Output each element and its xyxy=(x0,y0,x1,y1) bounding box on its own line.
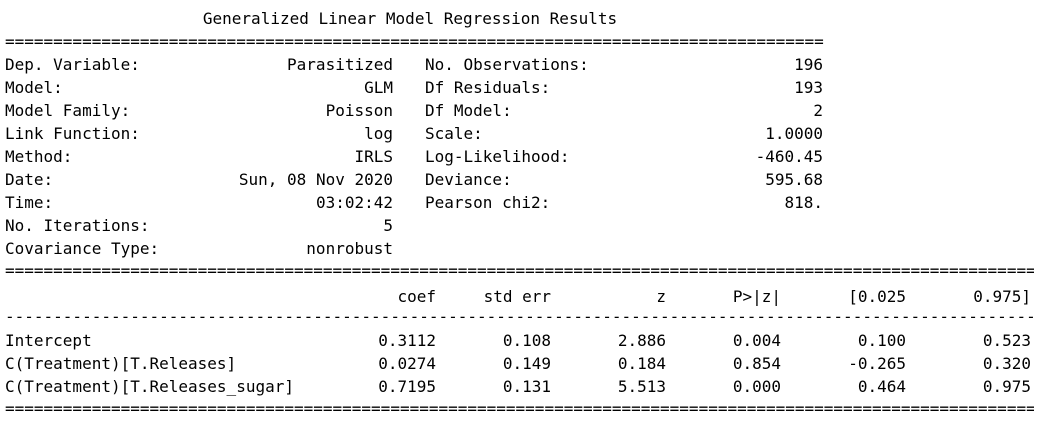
single-rule: ----------------------------------------… xyxy=(5,310,1034,324)
info-label-time: Time: xyxy=(5,193,54,212)
info-label-deviance: Deviance: xyxy=(425,170,512,189)
cell-z: 2.886 xyxy=(617,331,666,350)
cell-ci-upper: 0.975 xyxy=(982,377,1031,396)
cell-p-value: 0.854 xyxy=(732,354,781,373)
info-value-dep-variable: Parasitized xyxy=(287,55,393,74)
info-value-scale: 1.0000 xyxy=(765,124,823,143)
cell-z: 5.513 xyxy=(617,377,666,396)
info-value-log-likelihood: -460.45 xyxy=(755,147,823,166)
info-value-date: Sun, 08 Nov 2020 xyxy=(238,170,393,189)
info-label-covariance-type: Covariance Type: xyxy=(5,239,160,258)
header-coef: coef xyxy=(397,287,436,306)
info-value-observations: 196 xyxy=(794,55,823,74)
cell-ci-lower: 0.464 xyxy=(857,377,906,396)
info-label-model-family: Model Family: xyxy=(5,101,131,120)
double-rule-top: ========================================… xyxy=(5,35,824,49)
info-value-model-family: Poisson xyxy=(325,101,393,120)
row-name-releases-sugar: C(Treatment)[T.Releases_sugar] xyxy=(5,377,294,396)
cell-coef: 0.3112 xyxy=(378,331,436,350)
summary-title: Generalized Linear Model Regression Resu… xyxy=(202,9,618,28)
cell-std-err: 0.108 xyxy=(502,331,551,350)
cell-p-value: 0.004 xyxy=(732,331,781,350)
info-label-dep-variable: Dep. Variable: xyxy=(5,55,140,74)
info-label-model: Model: xyxy=(5,78,63,97)
row-name-intercept: Intercept xyxy=(5,331,92,350)
info-value-df-model: 2 xyxy=(813,101,823,120)
info-label-method: Method: xyxy=(5,147,73,166)
info-value-method: IRLS xyxy=(354,147,393,166)
cell-ci-lower: 0.100 xyxy=(857,331,906,350)
row-name-releases: C(Treatment)[T.Releases] xyxy=(5,354,237,373)
double-rule-bottom: ========================================… xyxy=(5,402,1034,416)
info-label-iterations: No. Iterations: xyxy=(5,216,150,235)
info-value-iterations: 5 xyxy=(383,216,393,235)
info-value-df-residuals: 193 xyxy=(794,78,823,97)
info-label-date: Date: xyxy=(5,170,54,189)
info-label-log-likelihood: Log-Likelihood: xyxy=(425,147,570,166)
header-std-err: std err xyxy=(483,287,551,306)
info-value-model: GLM xyxy=(364,78,393,97)
info-value-time: 03:02:42 xyxy=(315,193,393,212)
header-z: z xyxy=(656,287,666,306)
info-value-covariance-type: nonrobust xyxy=(306,239,393,258)
info-label-df-model: Df Model: xyxy=(425,101,512,120)
cell-ci-upper: 0.320 xyxy=(982,354,1031,373)
info-label-observations: No. Observations: xyxy=(425,55,589,74)
double-rule-middle: ========================================… xyxy=(5,264,1034,278)
header-ci-lower: [0.025 xyxy=(848,287,906,306)
cell-std-err: 0.149 xyxy=(502,354,551,373)
cell-std-err: 0.131 xyxy=(502,377,551,396)
header-p-value: P>|z| xyxy=(732,287,781,306)
info-value-pearson-chi2: 818. xyxy=(784,193,823,212)
info-value-link-function: log xyxy=(364,124,393,143)
info-label-pearson-chi2: Pearson chi2: xyxy=(425,193,551,212)
info-label-link-function: Link Function: xyxy=(5,124,140,143)
cell-coef: 0.7195 xyxy=(378,377,436,396)
info-value-deviance: 595.68 xyxy=(765,170,823,189)
cell-z: 0.184 xyxy=(617,354,666,373)
cell-coef: 0.0274 xyxy=(378,354,436,373)
header-ci-upper: 0.975] xyxy=(973,287,1031,306)
cell-ci-upper: 0.523 xyxy=(982,331,1031,350)
cell-ci-lower: -0.265 xyxy=(848,354,906,373)
info-label-scale: Scale: xyxy=(425,124,483,143)
cell-p-value: 0.000 xyxy=(732,377,781,396)
info-label-df-residuals: Df Residuals: xyxy=(425,78,551,97)
